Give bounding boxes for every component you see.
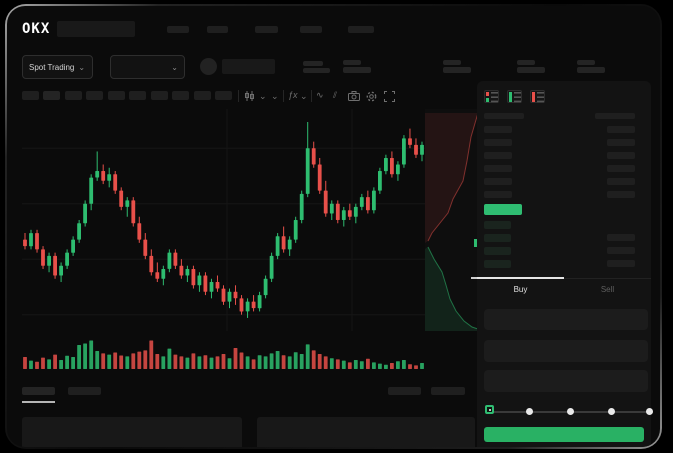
orders-filter-button[interactable] <box>388 387 421 395</box>
snapshot-camera-icon[interactable] <box>348 91 360 101</box>
price-input[interactable] <box>484 309 648 330</box>
slider-stop-100[interactable] <box>646 408 653 415</box>
candlestick-type-icon[interactable] <box>244 91 255 101</box>
stat-value <box>343 67 371 73</box>
nav-item[interactable] <box>207 26 228 33</box>
ask-price-bar[interactable] <box>484 126 512 133</box>
okx-logo[interactable]: OKX <box>22 21 51 37</box>
ask-price-bar[interactable] <box>484 178 512 185</box>
orders-filter-button[interactable] <box>431 387 465 395</box>
header-search-placeholder[interactable] <box>57 21 135 37</box>
ask-amount-bar <box>607 191 635 198</box>
price-column-header <box>484 113 524 119</box>
bid-price-bar[interactable] <box>484 260 511 268</box>
timeframe-chip[interactable] <box>22 91 39 100</box>
toolbar-divider <box>283 90 284 102</box>
timeframe-chip[interactable] <box>86 91 103 100</box>
market-type-selector[interactable]: Spot Trading ⌄ <box>22 55 93 79</box>
nav-item[interactable] <box>167 26 189 33</box>
chevron-down-icon: ⌄ <box>171 62 178 72</box>
slider-stop-75[interactable] <box>608 408 615 415</box>
toolbar-divider <box>238 90 239 102</box>
timeframe-chip-active[interactable] <box>43 91 60 100</box>
stat-label <box>343 60 361 65</box>
draw-tool-icon[interactable]: ⫽ <box>333 90 338 100</box>
line-tool-icon[interactable]: ∿ <box>316 90 324 100</box>
coin-avatar[interactable] <box>200 58 217 75</box>
buy-tab[interactable]: Buy <box>513 285 528 294</box>
chevron-down-icon: ⌄ <box>78 62 86 72</box>
ask-amount-bar <box>607 165 635 172</box>
toolbar-divider <box>311 90 312 102</box>
bid-price-bar[interactable] <box>484 234 511 242</box>
stat-label <box>517 60 535 65</box>
buy-tab-indicator <box>477 277 564 279</box>
stat-value <box>577 67 605 73</box>
timeframe-chip[interactable] <box>108 91 125 100</box>
amount-input[interactable] <box>484 340 648 362</box>
market-type-label: Spot Trading <box>29 62 75 72</box>
total-input[interactable] <box>484 370 648 392</box>
orders-panel-right <box>257 417 475 447</box>
timeframe-chip[interactable] <box>215 91 232 100</box>
ask-amount-bar <box>607 152 635 159</box>
pair-name-placeholder <box>222 59 275 74</box>
buy-submit-button[interactable] <box>484 427 644 442</box>
nav-item[interactable] <box>300 26 322 33</box>
slider-handle[interactable] <box>485 405 494 414</box>
indicators-icon[interactable]: ƒx <box>288 90 298 100</box>
timeframe-chip[interactable] <box>65 91 82 100</box>
orders-panel-left <box>22 417 242 447</box>
price-stat-label <box>303 61 323 66</box>
stat-label <box>577 60 595 65</box>
depth-chart[interactable] <box>425 109 478 331</box>
pair-dropdown[interactable]: ⌄ <box>110 55 185 79</box>
chevron-down-icon[interactable]: ⌄ <box>259 91 267 101</box>
app-window: OKX Spot Trading ⌄ ⌄ ⌄ ⌄ ƒx ⌄ ∿ ⫽ <box>7 6 660 447</box>
bid-amount-bar <box>607 234 635 241</box>
ask-price-bar[interactable] <box>484 139 512 146</box>
tabs-divider <box>477 278 651 279</box>
stat-value <box>517 67 545 73</box>
stat-label <box>443 60 461 65</box>
device-frame: OKX Spot Trading ⌄ ⌄ ⌄ ⌄ ƒx ⌄ ∿ ⫽ <box>5 4 662 449</box>
nav-item[interactable] <box>348 26 374 33</box>
timeframe-chip[interactable] <box>129 91 146 100</box>
nav-item[interactable] <box>255 26 278 33</box>
orderbook-view-asks-icon[interactable] <box>530 90 545 103</box>
slider-stop-25[interactable] <box>526 408 533 415</box>
orderbook-view-both-icon[interactable] <box>484 90 499 103</box>
ask-price-bar[interactable] <box>484 191 512 198</box>
active-tab-underline <box>22 401 55 403</box>
timeframe-chip[interactable] <box>172 91 189 100</box>
ask-amount-bar <box>607 126 635 133</box>
timeframe-chip[interactable] <box>151 91 168 100</box>
price-stat-value <box>303 68 330 73</box>
bid-price-bar[interactable] <box>484 221 511 229</box>
slider-stop-50[interactable] <box>567 408 574 415</box>
bid-price-bar[interactable] <box>484 247 511 255</box>
candlestick-chart[interactable] <box>22 109 425 331</box>
chevron-down-icon[interactable]: ⌄ <box>271 91 279 101</box>
orders-tab[interactable] <box>68 387 101 395</box>
last-price-highlight[interactable] <box>484 204 522 215</box>
bid-amount-bar <box>607 260 635 267</box>
ask-amount-bar <box>607 139 635 146</box>
ask-amount-bar <box>607 178 635 185</box>
ask-price-bar[interactable] <box>484 165 512 172</box>
orderbook-view-bids-icon[interactable] <box>507 90 522 103</box>
sell-tab[interactable]: Sell <box>600 285 615 294</box>
chevron-down-icon[interactable]: ⌄ <box>300 91 308 101</box>
gear-icon[interactable] <box>366 91 377 102</box>
fullscreen-expand-icon[interactable] <box>384 91 395 102</box>
orders-tab-active[interactable] <box>22 387 55 395</box>
stat-value <box>443 67 471 73</box>
timeframe-chip[interactable] <box>194 91 211 100</box>
amount-column-header <box>595 113 635 119</box>
ask-price-bar[interactable] <box>484 152 512 159</box>
volume-chart[interactable] <box>22 337 425 369</box>
bid-amount-bar <box>607 247 635 254</box>
orderbook-panel: Buy Sell <box>477 81 653 447</box>
